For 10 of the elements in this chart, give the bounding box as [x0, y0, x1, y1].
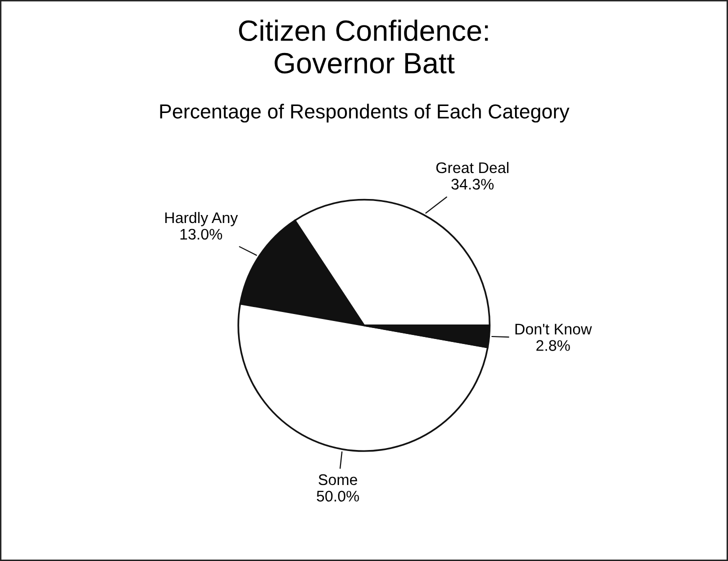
data-label: 50.0%	[316, 490, 359, 502]
slice-label: Some	[318, 474, 358, 486]
slice-label: Great Deal	[436, 162, 508, 174]
data-label: 34.3%	[451, 178, 494, 190]
chart-subtitle: Percentage of Respondents of Each Category	[160, 104, 570, 123]
data-label: 2.8%	[536, 340, 570, 351]
chart-title: Citizen Confidence: Governor Batt	[239, 20, 488, 74]
slice-label: Hardly Any	[165, 212, 238, 226]
slice-label: Don't Know	[515, 324, 592, 334]
data-label: 13.0%	[180, 228, 222, 240]
